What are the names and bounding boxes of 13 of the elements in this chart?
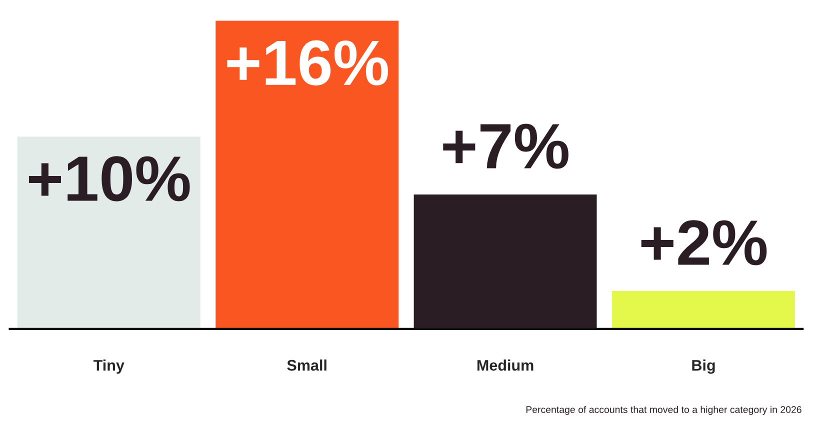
text: Percentage of accounts that moved to a higher category in 2026 <box>526 406 802 415</box>
data-label: +10% <box>28 156 190 202</box>
bar <box>214 19 400 329</box>
x-tick-label: Medium <box>477 360 534 371</box>
data-label: +7% <box>443 124 568 169</box>
bar <box>412 193 598 329</box>
data-label: +2% <box>641 220 767 266</box>
x-tick-label: Tiny <box>93 360 124 374</box>
x-tick-label: Small <box>287 360 326 371</box>
x-tick-label: Big <box>692 360 715 374</box>
data-label: +16% <box>227 40 388 86</box>
bar <box>610 290 796 329</box>
bar <box>16 135 202 329</box>
